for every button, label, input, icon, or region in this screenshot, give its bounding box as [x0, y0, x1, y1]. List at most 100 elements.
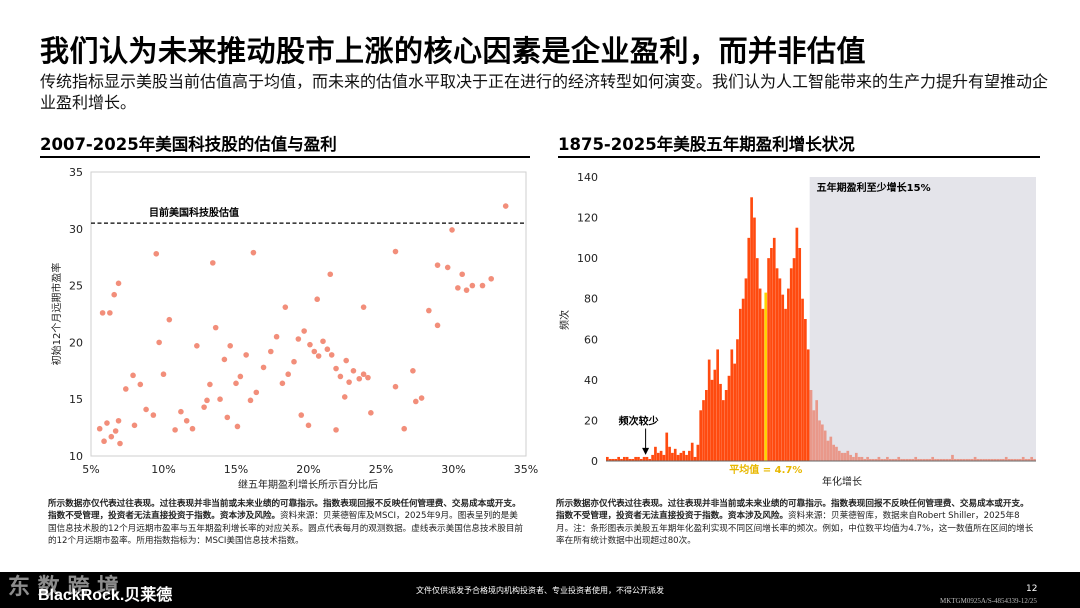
histogram-bar — [682, 450, 686, 461]
scatter-y-tick-label: 35 — [69, 166, 83, 179]
histogram-bar — [608, 458, 612, 461]
histogram-y-tick-label: 120 — [577, 212, 598, 225]
scatter-point — [320, 338, 326, 345]
histogram-bar — [920, 458, 923, 461]
left-footnote-text: 资料来源：贝莱德智库及MSCI，2025年9月。图表呈列的是美国信息技术股的12… — [48, 511, 524, 546]
scatter-point — [137, 381, 144, 388]
histogram-y-tick-label: 80 — [584, 293, 598, 306]
histogram-bar — [750, 197, 753, 461]
histogram-bar — [767, 258, 770, 461]
scatter-y-tick-label: 20 — [69, 336, 83, 349]
histogram-bar — [894, 458, 898, 461]
histogram-bar — [956, 458, 960, 461]
histogram-bar — [908, 458, 912, 461]
scatter-x-tick-label: 15% — [224, 463, 248, 476]
histogram-bar — [620, 458, 623, 461]
histogram-bar — [809, 390, 813, 461]
histogram-bar — [942, 458, 946, 461]
scatter-point — [253, 389, 260, 396]
scatter-point — [160, 371, 167, 378]
left-panel-title: 2007-2025年美国科技股的估值与盈利 — [40, 135, 337, 154]
scatter-point — [291, 358, 297, 365]
scatter-point — [328, 352, 335, 358]
histogram-bar — [982, 458, 985, 461]
histogram-bar — [631, 458, 635, 461]
page-number: 12 — [1026, 584, 1038, 594]
scatter-point — [392, 248, 399, 255]
histogram-bar — [922, 458, 926, 461]
scatter-x-tick-label: 5% — [82, 463, 99, 476]
histogram-bar — [781, 294, 785, 461]
histogram-bar — [690, 442, 694, 461]
scatter-point — [115, 280, 122, 287]
scatter-point — [356, 375, 363, 382]
histogram-bar — [775, 268, 779, 461]
histogram-bar — [939, 458, 943, 461]
histogram-bar — [823, 430, 827, 461]
histogram-bar — [789, 268, 793, 461]
histogram-y-tick-label: 20 — [584, 414, 598, 427]
growth-15pct-label: 五年期盈利至少增长15% — [817, 181, 931, 194]
right-panel-rule — [558, 156, 1040, 158]
histogram-bar — [727, 375, 731, 461]
histogram-bar — [953, 458, 957, 461]
scatter-point — [401, 425, 408, 432]
histogram-bar — [852, 456, 855, 461]
histogram-y-tick-label: 100 — [577, 252, 598, 265]
scatter-point — [227, 343, 233, 349]
histogram-bar — [973, 456, 977, 461]
scatter-point — [463, 287, 470, 293]
scatter-point — [111, 291, 117, 298]
page-subtitle: 传统指标显示美股当前估值高于均值，而未来的估值水平取决于正在进行的经济转型如何演… — [40, 72, 1049, 112]
histogram-bar — [787, 288, 790, 461]
scatter-point — [469, 282, 476, 289]
histogram-bar — [1024, 458, 1028, 461]
histogram-bar — [917, 458, 920, 461]
scatter-point — [143, 406, 149, 413]
histogram-bar — [806, 349, 810, 461]
histogram-bar — [888, 458, 892, 461]
histogram-chart: 0 20 40 60 80 100 120 140 五年期盈利至少增长15% 频次较少 平均值… — [558, 171, 1036, 488]
scatter-y-axis-label: 初始12个月远期市盈率 — [50, 263, 63, 366]
histogram-bar — [744, 278, 748, 461]
histogram-bar — [857, 456, 861, 461]
histogram-bar — [611, 458, 615, 461]
scatter-point — [207, 381, 213, 388]
scatter-point — [333, 365, 339, 372]
scatter-point — [459, 271, 466, 278]
histogram-bar — [671, 452, 674, 461]
scatter-point — [350, 368, 357, 374]
scatter-point — [413, 398, 419, 405]
scatter-point — [314, 296, 321, 303]
histogram-bar — [628, 458, 632, 461]
histogram-bar — [1016, 458, 1019, 461]
histogram-bar — [801, 298, 804, 461]
histogram-bar — [854, 452, 858, 461]
scatter-y-tick-label: 30 — [69, 223, 83, 236]
histogram-bar — [883, 458, 886, 461]
scatter-point — [268, 348, 274, 355]
histogram-bar — [656, 452, 660, 461]
histogram-bar — [951, 454, 954, 461]
histogram-bar — [891, 458, 895, 461]
right-footnote: 所示数据亦仅代表过往表现。过往表现并非当前或未来业绩的可靠指示。指数表现回报不反… — [556, 498, 1036, 547]
scatter-point — [217, 396, 223, 402]
scatter-point — [434, 322, 441, 329]
histogram-bar — [1004, 456, 1008, 461]
histogram-bar — [614, 458, 618, 461]
histogram-bar — [996, 458, 1000, 461]
histogram-bar — [835, 446, 838, 461]
histogram-y-axis-label: 频次 — [558, 310, 571, 330]
histogram-bar — [1002, 458, 1005, 461]
scatter-x-tick-label: 20% — [296, 463, 320, 476]
histogram-bar — [979, 458, 983, 461]
histogram-bar — [886, 456, 889, 461]
scatter-chart: 10 15 20 25 30 35 5% 10% 15% 20% 25% 30% 35% 目前美国科技… — [50, 166, 538, 491]
histogram-bar — [770, 248, 773, 461]
histogram-bar — [815, 400, 819, 461]
scatter-x-tick-label: 35% — [514, 463, 538, 476]
scatter-point — [279, 380, 286, 387]
right-panel-title: 1875-2025年美股五年期盈利增长状况 — [558, 135, 855, 154]
scatter-point — [115, 417, 122, 424]
histogram-y-tick-label: 60 — [584, 333, 598, 346]
